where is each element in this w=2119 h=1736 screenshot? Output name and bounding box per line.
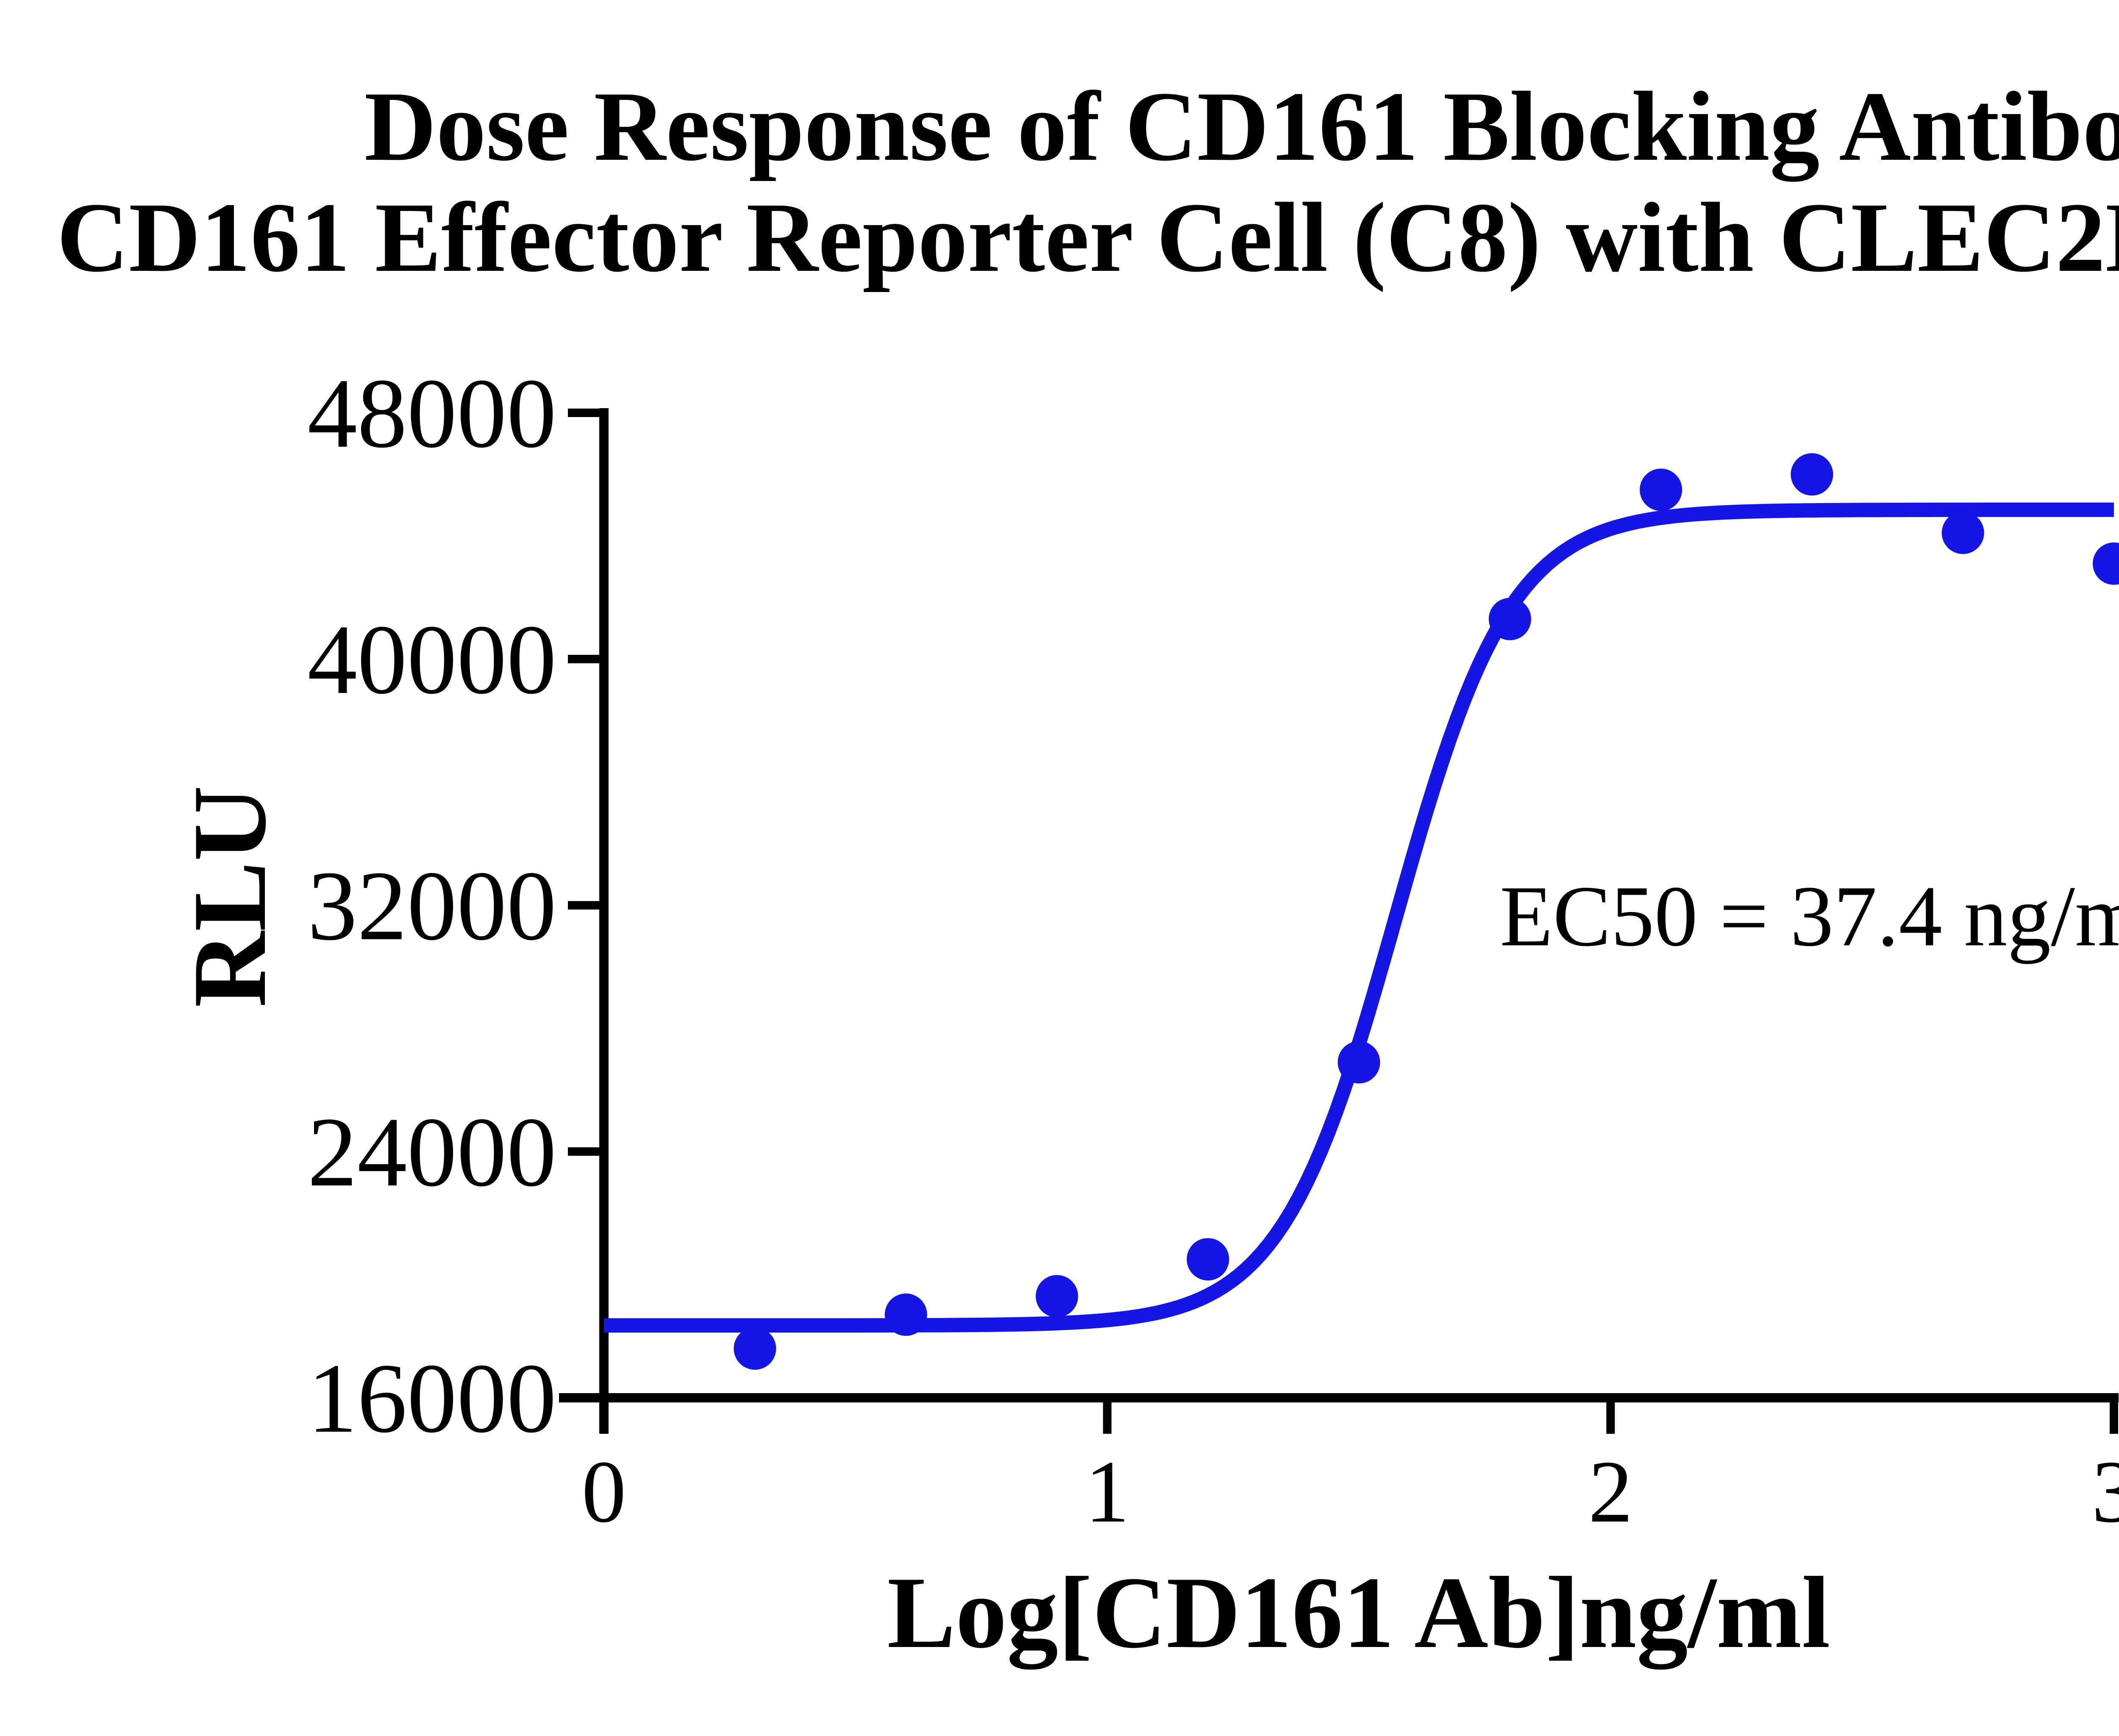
axes (559, 408, 2119, 1434)
data-points (734, 453, 2119, 1370)
data-point (1941, 512, 1984, 554)
data-point (1488, 598, 1531, 640)
x-axis-title: Log[CD161 Ab]ng/ml (887, 1556, 1830, 1669)
y-tick-label: 32000 (308, 851, 557, 961)
data-point (1035, 1275, 1078, 1318)
y-tick-label: 24000 (308, 1097, 557, 1207)
chart-title-line-1: Dose Response of CD161 Blocking Antibody… (364, 71, 2119, 181)
y-tick-label: 40000 (308, 604, 557, 715)
x-tick-label: 1 (1085, 1443, 1129, 1541)
ec50-annotation-label: EC50 = 37.4 ng/ml (1500, 868, 2119, 964)
data-point (1338, 1041, 1380, 1084)
x-tick-label: 3 (2092, 1443, 2119, 1541)
x-tick-label: 2 (1588, 1443, 1633, 1541)
data-point (1187, 1238, 1229, 1281)
x-tick-label: 0 (582, 1443, 626, 1541)
data-point (2093, 542, 2119, 585)
y-axis-title: RLU (171, 785, 288, 1007)
chart-title-line-2: CD161 Effector Reporter Cell (C8) with C… (56, 182, 2119, 292)
tick-labels: 16000 24000 32000 40000 48000 0 1 2 3 (308, 358, 2119, 1541)
data-point (1791, 453, 1833, 496)
y-tick-label: 48000 (308, 358, 557, 468)
data-point (884, 1293, 927, 1336)
data-point (1640, 468, 1682, 511)
y-tick-label: 16000 (308, 1343, 557, 1453)
chart-title: Dose Response of CD161 Blocking Antibody… (0, 71, 2119, 293)
data-point (734, 1327, 776, 1370)
